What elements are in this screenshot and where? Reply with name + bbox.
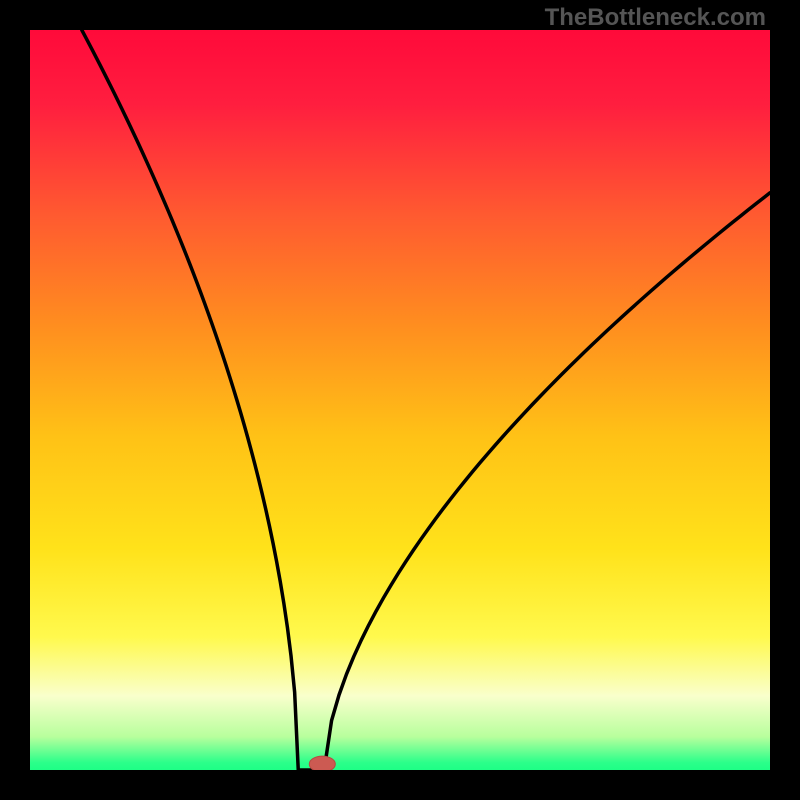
minimum-marker bbox=[309, 756, 335, 770]
watermark-text: TheBottleneck.com bbox=[545, 4, 766, 32]
chart-container: TheBottleneck.com bbox=[0, 0, 800, 800]
plot-area bbox=[30, 30, 770, 770]
bottleneck-curve bbox=[30, 30, 770, 770]
